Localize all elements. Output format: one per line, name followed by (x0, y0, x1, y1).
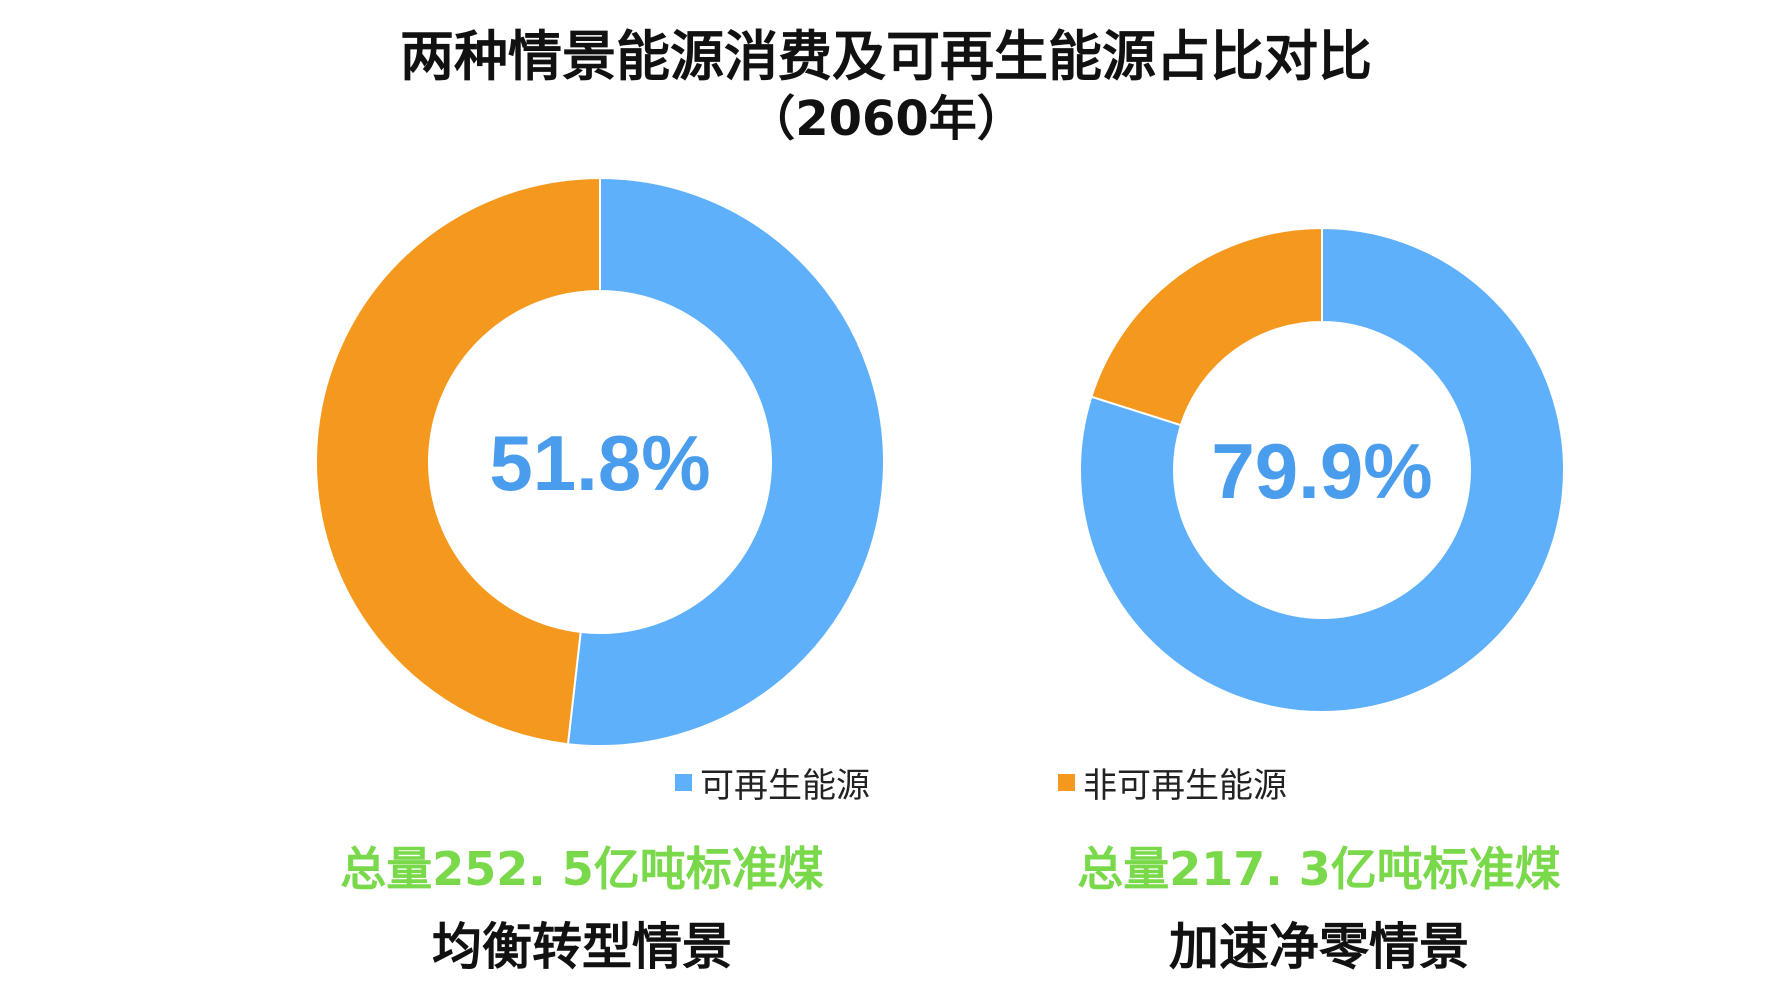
total-balanced: 总量252. 5亿吨标准煤 (340, 842, 824, 896)
center-label-net-zero: 79.9% (1211, 427, 1432, 515)
slice-renewable-balanced (566, 176, 885, 747)
legend-label-renewable: 可再生能源 (700, 765, 870, 806)
center-label-balanced: 51.8% (489, 419, 710, 507)
legend-item-non-renewable: 非可再生能源 (1058, 757, 1287, 807)
legend-label-non-renewable: 非可再生能源 (1083, 765, 1287, 806)
slice-non-renewable-balanced (315, 176, 601, 746)
total-net-zero: 总量217. 3亿吨标准煤 (1077, 842, 1561, 896)
legend-swatch-non-renewable (1058, 773, 1075, 791)
scenario-label-net-zero: 加速净零情景 (1169, 918, 1469, 976)
slice-non-renewable-net-zero (1090, 226, 1323, 427)
legend-item-renewable: 可再生能源 (675, 757, 870, 807)
donut-net-zero: 79.9% (1079, 226, 1565, 713)
legend-swatch-renewable (675, 773, 692, 791)
chart-title: 两种情景能源消费及可再生能源占比对比 (400, 25, 1372, 88)
slice-renewable-net-zero (1079, 226, 1565, 713)
donut-balanced: 51.8% (315, 176, 885, 747)
chart-subtitle: （2060年） (747, 91, 1025, 147)
scenario-label-balanced: 均衡转型情景 (432, 918, 732, 976)
